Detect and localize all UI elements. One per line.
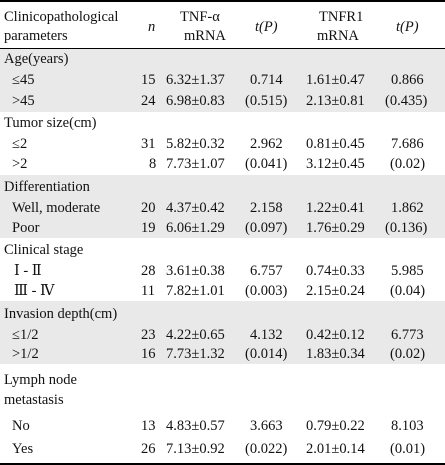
row-tnf: 4.37±0.42 — [166, 200, 225, 216]
row-t1: 6.757 — [250, 263, 283, 279]
header-tnfr-line2: mRNA — [317, 28, 359, 44]
row-label: >45 — [12, 93, 35, 109]
row-label: >2 — [12, 156, 28, 172]
row-t1: 2.158 — [250, 200, 283, 216]
bottom-rule — [0, 463, 445, 465]
row-t1: 3.663 — [250, 418, 283, 434]
row-tnf: 6.06±1.29 — [166, 220, 225, 236]
row-t2: 1.862 — [391, 200, 424, 216]
group-differentiation: Differentiation Well, moderate 20 4.37±0… — [0, 175, 445, 238]
row-tnfr: 2.13±0.81 — [306, 93, 365, 109]
row-tnfr: 1.22±0.41 — [306, 200, 365, 216]
group-lymph-node: Lymph node metastasis No 13 4.83±0.57 3.… — [0, 364, 445, 463]
group-title: Age(years) — [4, 51, 69, 67]
group-title: Tumor size(cm) — [4, 115, 97, 131]
row-n: 28 — [141, 263, 156, 279]
group-title: Differentiation — [4, 179, 90, 195]
row-n: 16 — [141, 346, 156, 362]
row-tnfr: 1.83±0.34 — [306, 346, 365, 362]
row-tnf: 7.73±1.07 — [166, 156, 225, 172]
top-rule — [0, 0, 445, 2]
row-tnfr: 1.76±0.29 — [306, 220, 365, 236]
header-tnfr-line1: TNFR1 — [319, 9, 364, 25]
row-t1: (0.041) — [245, 156, 288, 172]
row-t1: (0.097) — [245, 220, 288, 236]
row-t2: (0.136) — [385, 220, 428, 236]
row-tnf: 6.98±0.83 — [166, 93, 225, 109]
row-t2: (0.04) — [390, 283, 426, 299]
row-tnf: 7.13±0.92 — [166, 441, 225, 457]
header-param-line1: Clinicopathological — [4, 9, 119, 25]
row-t1: (0.014) — [245, 346, 288, 362]
row-n: 19 — [141, 220, 156, 236]
row-tnfr: 2.15±0.24 — [306, 283, 365, 299]
row-t2: (0.435) — [385, 93, 428, 109]
row-tnf: 7.82±1.01 — [166, 283, 225, 299]
group-title: Lymph node — [4, 372, 77, 388]
header-tnf-line2: mRNA — [184, 28, 226, 44]
row-n: 8 — [149, 156, 157, 172]
row-label: Ⅰ - Ⅱ — [14, 263, 42, 279]
row-label: >1/2 — [12, 346, 39, 362]
header-tp1: t(P) — [255, 19, 278, 35]
row-t2: 8.103 — [391, 418, 424, 434]
row-tnfr: 0.42±0.12 — [306, 327, 365, 343]
row-label: ≤1/2 — [12, 327, 39, 343]
row-t2: (0.01) — [390, 441, 426, 457]
row-t2: 6.773 — [391, 327, 424, 343]
row-label: Yes — [12, 441, 34, 457]
group-invasion-depth: Invasion depth(cm) ≤1/2 23 4.22±0.65 4.1… — [0, 301, 445, 364]
row-label: Well, moderate — [12, 200, 101, 216]
row-t2: 7.686 — [391, 136, 424, 152]
group-title: Clinical stage — [4, 242, 84, 258]
header-rule — [0, 48, 445, 49]
row-tnf: 3.61±0.38 — [166, 263, 225, 279]
group-tumor-size: Tumor size(cm) ≤2 31 5.82±0.32 2.962 0.8… — [0, 112, 445, 175]
row-tnfr: 0.81±0.45 — [306, 136, 365, 152]
group-title-line2: metastasis — [4, 392, 64, 408]
row-label: ≤45 — [12, 72, 35, 88]
row-tnf: 7.73±1.32 — [166, 346, 225, 362]
row-tnf: 4.83±0.57 — [166, 418, 225, 434]
header-tnf-line1: TNF-α — [180, 9, 220, 25]
row-label: ≤2 — [12, 136, 28, 152]
row-t2: 5.985 — [391, 263, 424, 279]
row-t2: (0.02) — [390, 346, 426, 362]
group-title: Invasion depth(cm) — [4, 306, 118, 322]
row-t1: 0.714 — [250, 72, 283, 88]
row-tnfr: 0.79±0.22 — [306, 418, 365, 434]
row-tnfr: 2.01±0.14 — [306, 441, 365, 457]
row-tnf: 5.82±0.32 — [166, 136, 225, 152]
row-t1: 2.962 — [250, 136, 283, 152]
row-n: 31 — [141, 136, 156, 152]
row-tnf: 4.22±0.65 — [166, 327, 225, 343]
row-n: 13 — [141, 418, 156, 434]
row-tnf: 6.32±1.37 — [166, 72, 225, 88]
row-label: No — [12, 418, 30, 434]
group-clinical-stage: Clinical stage Ⅰ - Ⅱ 28 3.61±0.38 6.757 … — [0, 238, 445, 301]
row-n: 20 — [141, 200, 156, 216]
header-param-line2: parameters — [4, 28, 68, 44]
row-tnfr: 1.61±0.47 — [306, 72, 365, 88]
row-n: 24 — [141, 93, 156, 109]
row-n: 15 — [141, 72, 156, 88]
row-label: Ⅲ - Ⅳ — [14, 283, 55, 299]
row-t1: (0.515) — [245, 93, 288, 109]
header-tp2: t(P) — [396, 19, 419, 35]
row-t2: 0.866 — [391, 72, 424, 88]
header-n: n — [148, 19, 156, 35]
row-tnfr: 3.12±0.45 — [306, 156, 365, 172]
row-n: 11 — [141, 283, 155, 299]
row-n: 23 — [141, 327, 156, 343]
row-t1: (0.022) — [245, 441, 288, 457]
row-label: Poor — [12, 220, 40, 236]
row-n: 26 — [141, 441, 156, 457]
row-t1: (0.003) — [245, 283, 288, 299]
group-age: Age(years) ≤45 15 6.32±1.37 0.714 1.61±0… — [0, 49, 445, 112]
row-t2: (0.02) — [390, 156, 426, 172]
row-t1: 4.132 — [250, 327, 283, 343]
row-tnfr: 0.74±0.33 — [306, 263, 365, 279]
